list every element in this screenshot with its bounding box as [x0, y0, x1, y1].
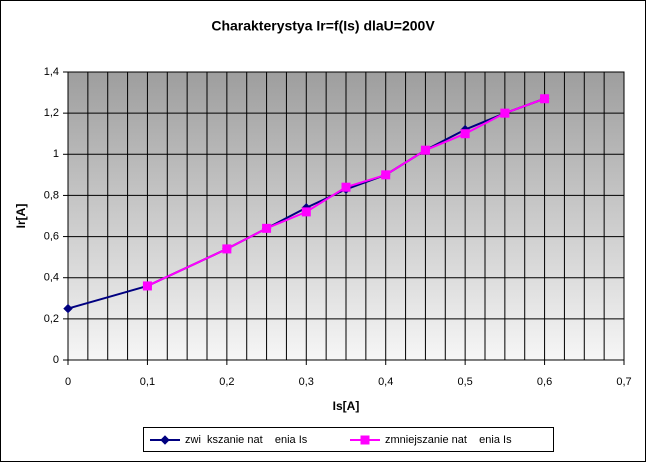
y-tick-label: 0,2 [44, 313, 59, 325]
marker [222, 244, 232, 254]
marker [381, 170, 391, 180]
y-tick-label: 0,8 [44, 189, 59, 201]
x-tick-label: 0,3 [299, 376, 314, 388]
x-tick-label: 0,5 [457, 376, 472, 388]
marker [301, 207, 311, 217]
marker [460, 129, 470, 139]
x-tick-label: 0 [65, 376, 71, 388]
marker [63, 303, 73, 314]
x-axis-label: Is[A] [333, 399, 360, 413]
marker [500, 108, 510, 118]
y-tick-label: 1,4 [44, 66, 59, 78]
y-tick-label: 1,2 [44, 107, 59, 119]
marker [262, 223, 272, 233]
chart-title: Charakterystya Ir=f(Is) dlaU=200V [211, 18, 435, 34]
x-tick-label: 0,6 [537, 376, 552, 388]
y-tick-label: 0,6 [44, 230, 59, 242]
y-tick-label: 1 [53, 148, 59, 160]
x-tick-label: 0,1 [140, 376, 155, 388]
series-line [147, 97, 545, 287]
legend [143, 427, 554, 452]
marker [142, 281, 152, 291]
marker [160, 435, 170, 445]
marker [420, 145, 430, 155]
legend-label: zmniejszanie nat enia Is [385, 434, 512, 446]
y-tick-label: 0,4 [44, 272, 59, 284]
marker [540, 94, 550, 104]
legend-label: zwi kszanie nat enia Is [185, 434, 308, 446]
x-tick-label: 0,4 [378, 376, 393, 388]
y-tick-label: 0 [53, 354, 59, 366]
x-tick-label: 0,2 [219, 376, 234, 388]
y-axis-label: Ir[A] [14, 204, 28, 229]
marker [341, 182, 351, 192]
marker [360, 435, 370, 445]
plot-border [67, 71, 625, 361]
x-tick-label: 0,7 [616, 376, 631, 388]
